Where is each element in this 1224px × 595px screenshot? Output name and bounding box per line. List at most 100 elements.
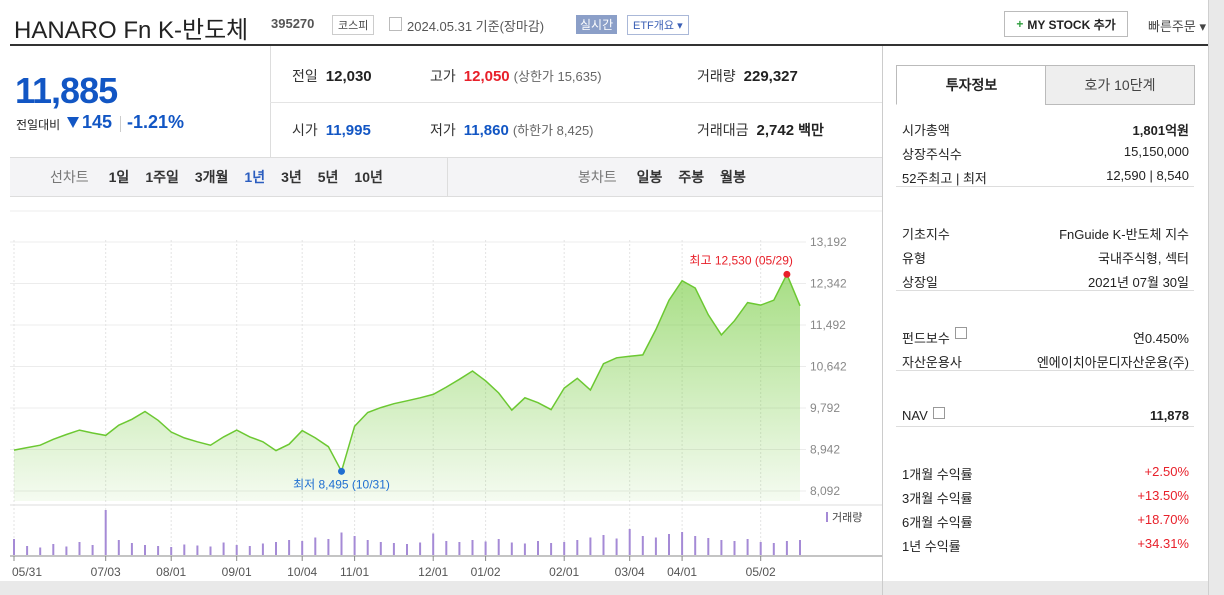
side-rule	[896, 186, 1194, 187]
volume-bar	[91, 545, 94, 555]
x-tick-label: 03/04	[615, 565, 645, 579]
volume-bar	[157, 546, 160, 555]
my-stock-button[interactable]: + MY STOCK 추가	[1004, 11, 1128, 37]
volume-bar	[668, 534, 670, 555]
volume-legend-swatch	[826, 512, 828, 522]
period-tab[interactable]: 10년	[354, 169, 383, 185]
side-value: 12,590 | 8,540	[1106, 168, 1189, 183]
summary-value: 2,742	[756, 122, 795, 139]
volume-bar	[576, 540, 579, 555]
plus-icon: +	[1016, 17, 1024, 31]
x-tick-label: 08/01	[156, 565, 186, 579]
x-tick-label: 04/01	[667, 565, 697, 579]
summary-limit: (상한가 15,635)	[513, 69, 602, 84]
side-row: 시가총액 1,801억원	[902, 120, 1189, 139]
x-tick-label: 02/01	[549, 565, 579, 579]
side-rule	[896, 426, 1194, 427]
change-rate: -1.21%	[127, 112, 185, 132]
summary-label: 고가	[430, 68, 456, 84]
period-tab[interactable]: 1년	[244, 169, 266, 185]
scroll-frame	[1208, 0, 1224, 595]
volume-bar	[209, 546, 212, 555]
side-value: 국내주식형, 섹터	[1098, 251, 1189, 266]
side-label: 기초지수	[902, 227, 950, 242]
side-label: 자산운용사	[902, 355, 962, 370]
volume-bar	[563, 542, 566, 555]
side-tab[interactable]: 호가 10단계	[1045, 65, 1195, 105]
price-area	[14, 274, 800, 501]
min-point	[338, 467, 345, 475]
volume-bar	[275, 542, 277, 555]
summary-label: 전일	[292, 68, 318, 84]
side-label: 1개월 수익률	[902, 467, 973, 482]
candle-tab[interactable]: 월봉	[720, 169, 746, 185]
volume-bar	[104, 510, 107, 555]
volume-bar	[366, 540, 369, 555]
volume-bar	[785, 541, 788, 555]
divider	[120, 116, 121, 132]
summary-label: 시가	[292, 122, 318, 138]
volume-bar	[314, 537, 317, 555]
side-row: 기초지수 FnGuide K-반도체 지수	[902, 224, 1189, 243]
volume-bar	[733, 541, 736, 555]
period-tab[interactable]: 1주일	[145, 169, 179, 185]
volume-bar	[746, 539, 749, 555]
volume-bar	[392, 543, 395, 555]
volume-bar	[602, 535, 605, 555]
candle-tab[interactable]: 주봉	[678, 169, 705, 185]
side-row: 1개월 수익률 +2.50%	[902, 464, 1189, 483]
x-tick-label: 12/01	[418, 565, 448, 579]
summary-value: 12,030	[325, 68, 372, 85]
header-rule	[10, 44, 1208, 46]
fund-title: HANARO Fn K-반도체	[14, 17, 249, 44]
candle-tab[interactable]: 일봉	[636, 169, 663, 185]
realtime-button[interactable]: 실시간	[576, 15, 618, 34]
help-icon[interactable]	[932, 407, 945, 419]
side-label: 펀드보수	[902, 331, 950, 346]
summary-value: 12,050	[463, 68, 510, 85]
summary-item: 거래량 229,327	[697, 66, 798, 86]
period-tab[interactable]: 3개월	[194, 169, 229, 185]
y-tick-label: 13,192	[810, 235, 847, 249]
candle-chart-label: 봉차트	[578, 169, 617, 185]
volume-bar	[707, 538, 710, 555]
x-tick-label: 07/03	[91, 565, 121, 579]
quick-order-button[interactable]: 빠른주문 ▾	[1148, 19, 1206, 34]
period-tab[interactable]: 1일	[108, 169, 130, 185]
volume-bar	[261, 543, 264, 555]
etf-info-button[interactable]: ETF개요 ▾	[627, 15, 689, 35]
fund-code: 395270	[271, 16, 315, 31]
volume-bar	[419, 542, 422, 555]
summary-label: 저가	[430, 122, 456, 138]
side-label: 52주최고 | 최저	[902, 171, 987, 186]
summary-item: 전일 12,030	[292, 66, 372, 86]
volume-bar	[52, 544, 55, 555]
chart-tabs: 선차트 1일 1주일 3개월 1년 3년 5년 10년 봉차트 일봉 주봉 월봉	[10, 157, 882, 197]
period-tabs: 선차트 1일 1주일 3개월 1년 3년 5년 10년	[50, 158, 383, 196]
period-tab[interactable]: 5년	[317, 169, 339, 185]
volume-bar	[445, 541, 448, 555]
side-tab[interactable]: 투자정보	[896, 65, 1047, 105]
volume-bar	[327, 539, 330, 555]
y-tick-label: 8,092	[810, 484, 840, 498]
side-value: 15,150,000	[1123, 144, 1189, 159]
help-icon[interactable]	[954, 327, 967, 339]
candle-tabs: 봉차트 일봉 주봉 월봉	[578, 158, 746, 196]
period-tab[interactable]: 3년	[281, 169, 302, 185]
volume-bar	[471, 540, 474, 555]
volume-bar	[353, 536, 356, 555]
volume-bar	[550, 543, 553, 555]
volume-bar	[759, 542, 762, 555]
side-row: 상장일 2021년 07월 30일	[902, 272, 1189, 291]
volume-bar	[497, 539, 500, 555]
price-line	[13, 272, 801, 474]
current-price: 11,885	[15, 70, 118, 111]
y-tick-label: 11,492	[810, 318, 846, 332]
side-row: 1년 수익률 +34.31%	[902, 536, 1189, 555]
volume-bar	[117, 540, 120, 555]
y-tick-label: 9,792	[810, 401, 840, 415]
side-row: 6개월 수익률 +18.70%	[902, 512, 1189, 531]
volume-bar	[641, 536, 644, 555]
side-value: +13.50%	[1137, 488, 1189, 503]
